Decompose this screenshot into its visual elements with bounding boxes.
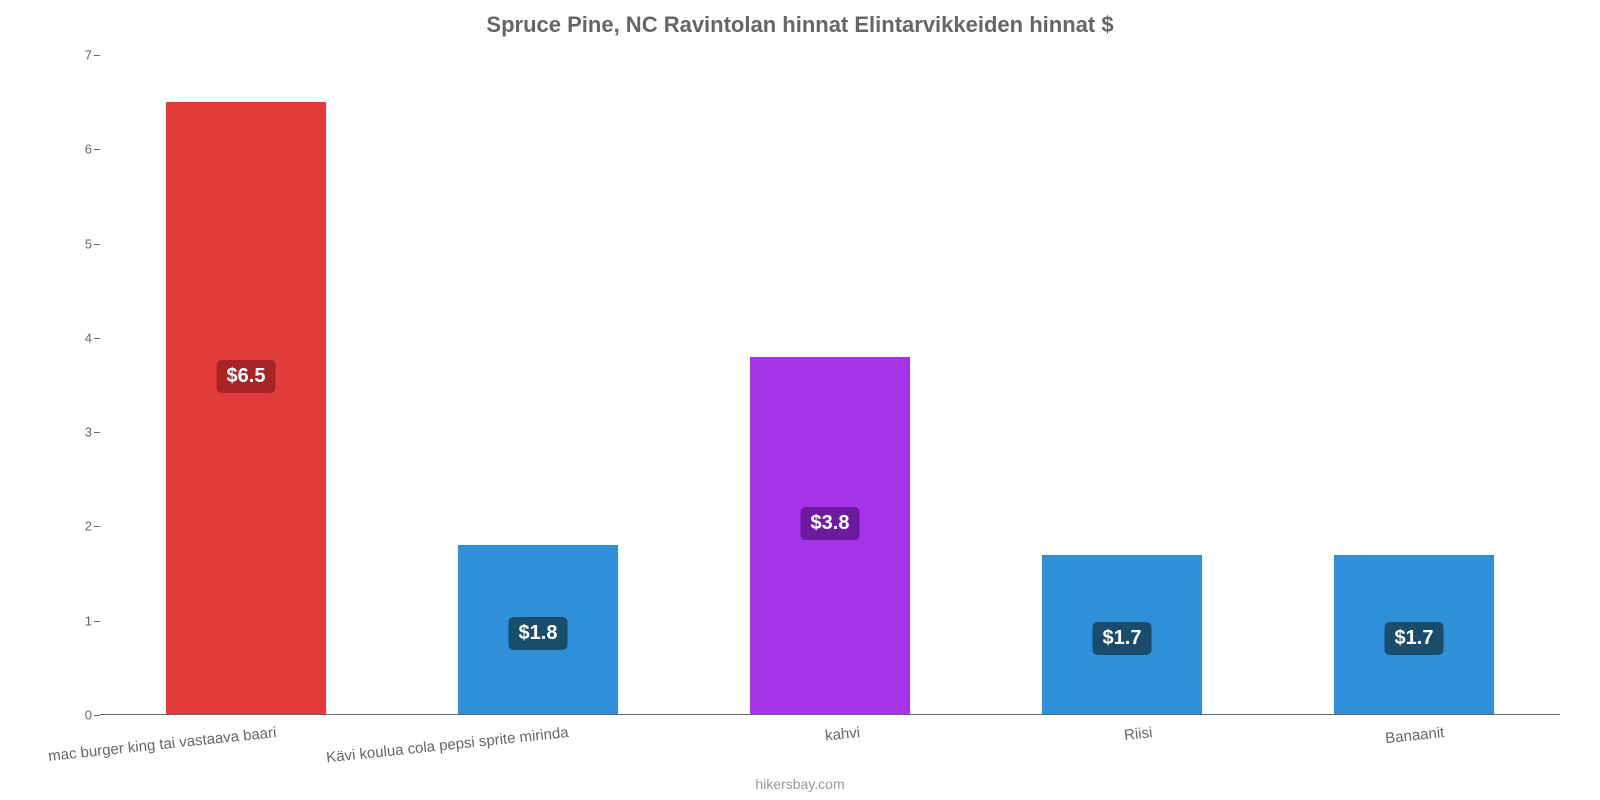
x-axis-labels: mac burger king tai vastaava baariKävi k…: [100, 720, 1560, 760]
y-tick-label: 3: [85, 425, 92, 440]
bar: $1.7: [1042, 555, 1203, 715]
bars-container: $6.5 $1.8 $3.8 $1.7 $1.7: [100, 55, 1560, 715]
y-tick-label: 4: [85, 330, 92, 345]
bar: $1.8: [458, 545, 619, 715]
bar: $6.5: [166, 102, 327, 715]
x-tick-label: kahvi: [824, 724, 861, 745]
chart-plot-area: 01234567 $6.5$1.8$3.8$1.7$1.7: [100, 55, 1560, 715]
x-tick-label: Banaanit: [1384, 724, 1445, 747]
x-tick-label: Riisi: [1123, 724, 1153, 744]
attribution-text: hikersbay.com: [0, 776, 1600, 792]
y-tick-label: 7: [85, 48, 92, 63]
x-tick-label: Kävi koulua cola pepsi sprite mirinda: [325, 724, 569, 766]
chart-title: Spruce Pine, NC Ravintolan hinnat Elinta…: [0, 0, 1600, 38]
bar: $3.8: [750, 357, 911, 715]
y-tick-label: 1: [85, 613, 92, 628]
bar-value-label: $1.7: [1093, 622, 1152, 655]
bar: $1.7: [1334, 555, 1495, 715]
bar-value-label: $3.8: [801, 507, 860, 540]
bar-value-label: $6.5: [217, 360, 276, 393]
bar-value-label: $1.8: [509, 617, 568, 650]
bar-value-label: $1.7: [1385, 622, 1444, 655]
y-tick-label: 6: [85, 142, 92, 157]
y-tick-mark: [94, 715, 100, 716]
x-tick-label: mac burger king tai vastaava baari: [47, 724, 277, 765]
y-tick-label: 5: [85, 236, 92, 251]
y-tick-label: 2: [85, 519, 92, 534]
x-axis-baseline: [100, 714, 1560, 715]
y-tick-label: 0: [85, 708, 92, 723]
